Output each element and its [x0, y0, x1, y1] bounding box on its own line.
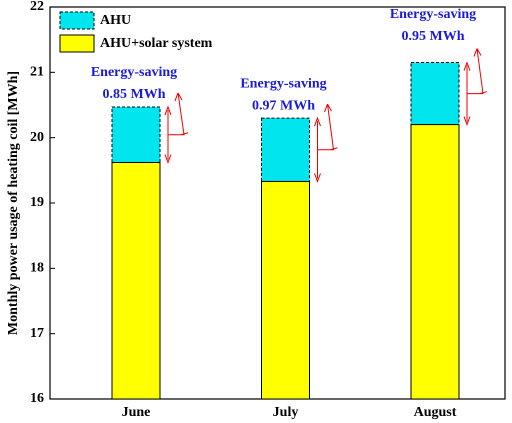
- arrow-head: [314, 116, 321, 183]
- annotation: 0.97 MWh: [252, 98, 315, 113]
- y-tick-label: 18: [30, 261, 44, 276]
- y-tick-label: 22: [30, 0, 44, 14]
- arrow-head: [164, 105, 172, 164]
- annotation: Energy-saving: [390, 7, 476, 22]
- annotation: 0.95 MWh: [402, 29, 465, 44]
- legend-label: AHU: [100, 13, 131, 28]
- y-tick-label: 20: [30, 130, 44, 145]
- y-axis-label: Monthly power usage of heating coil [MWh…: [6, 71, 21, 335]
- y-tick-label: 19: [30, 195, 44, 210]
- arrow-zig: [467, 48, 488, 95]
- x-tick-label: July: [273, 405, 299, 420]
- bar: [111, 161, 161, 400]
- y-tick-label: 21: [30, 65, 44, 80]
- annotation: Energy-saving: [240, 76, 326, 91]
- bar: [410, 124, 460, 400]
- legend-label: AHU+solar system: [100, 36, 213, 51]
- arrow-zig: [168, 92, 189, 136]
- x-tick-label: August: [414, 405, 457, 420]
- arrow-head: [463, 61, 471, 127]
- y-tick-label: 16: [30, 391, 44, 406]
- y-tick-label: 17: [30, 326, 44, 341]
- bar: [261, 180, 310, 400]
- legend-swatch: [59, 34, 95, 53]
- annotation: 0.85 MWh: [103, 87, 166, 102]
- annotation: Energy-saving: [91, 65, 177, 80]
- legend-swatch: [59, 11, 95, 30]
- x-tick-label: June: [122, 405, 151, 420]
- arrow-zig: [317, 103, 338, 151]
